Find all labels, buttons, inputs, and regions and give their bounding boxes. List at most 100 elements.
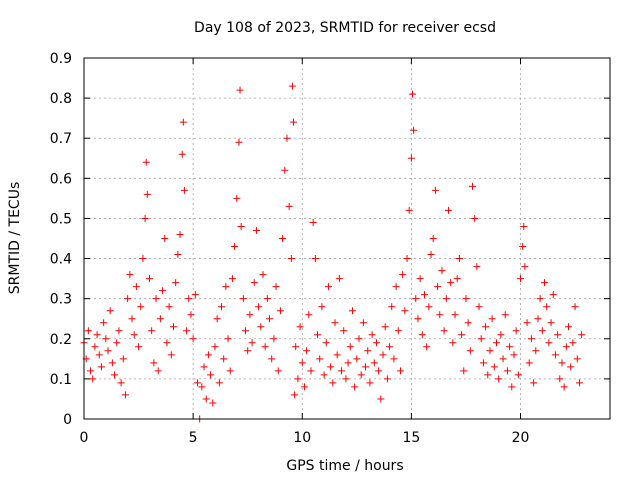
data-point xyxy=(316,355,324,363)
data-point xyxy=(263,295,271,303)
data-point xyxy=(512,327,520,335)
data-point xyxy=(573,355,581,363)
data-point xyxy=(179,118,187,126)
data-point xyxy=(159,287,167,295)
data-point xyxy=(213,315,221,323)
data-point xyxy=(252,226,260,234)
data-point xyxy=(288,82,296,90)
data-point xyxy=(202,395,210,403)
data-point xyxy=(156,315,164,323)
data-point xyxy=(261,343,269,351)
data-point xyxy=(520,222,528,230)
data-point xyxy=(525,359,533,367)
data-point xyxy=(115,327,123,335)
y-tick-label: 0.2 xyxy=(50,332,72,348)
data-point xyxy=(547,319,555,327)
data-point xyxy=(372,339,380,347)
data-point xyxy=(412,295,420,303)
data-point xyxy=(420,291,428,299)
data-point xyxy=(185,295,193,303)
data-point xyxy=(161,235,169,242)
data-point xyxy=(204,351,212,359)
data-point xyxy=(447,279,455,287)
data-point xyxy=(495,375,503,383)
data-point xyxy=(150,359,158,367)
data-point xyxy=(416,275,424,283)
data-point xyxy=(200,363,208,371)
data-point xyxy=(567,363,575,371)
data-point xyxy=(235,138,243,146)
data-point xyxy=(530,379,538,387)
data-point xyxy=(473,263,481,271)
data-point xyxy=(135,343,143,351)
data-point xyxy=(187,311,195,319)
data-point xyxy=(379,351,387,359)
data-point xyxy=(126,271,134,279)
data-point xyxy=(517,275,525,283)
data-point xyxy=(565,323,573,331)
data-point xyxy=(410,126,418,134)
data-point xyxy=(285,202,293,210)
x-axis-label: GPS time / hours xyxy=(286,458,403,474)
data-point xyxy=(346,343,354,351)
data-point xyxy=(111,371,119,379)
y-axis-label: SRMTID / TECUs xyxy=(7,182,23,295)
data-point xyxy=(503,367,511,375)
data-point xyxy=(508,383,516,391)
data-point xyxy=(401,307,409,315)
data-point xyxy=(440,327,448,335)
data-point xyxy=(351,383,359,391)
data-point xyxy=(408,90,416,98)
data-point xyxy=(100,319,108,327)
data-point xyxy=(558,359,566,367)
data-point xyxy=(154,367,162,375)
data-point xyxy=(396,367,404,375)
data-point xyxy=(272,283,280,291)
data-point xyxy=(423,343,431,351)
data-point xyxy=(381,323,389,331)
y-tick-label: 0.4 xyxy=(50,252,72,268)
data-point xyxy=(335,275,343,283)
data-point xyxy=(434,283,442,291)
data-point xyxy=(462,295,470,303)
data-point xyxy=(294,375,302,383)
data-point xyxy=(519,243,527,251)
data-point xyxy=(172,279,180,287)
data-point xyxy=(506,343,514,351)
data-point xyxy=(551,351,559,359)
data-point xyxy=(242,327,250,335)
data-point xyxy=(279,235,287,242)
data-point xyxy=(292,343,300,351)
data-point xyxy=(270,335,278,343)
data-point xyxy=(449,339,457,347)
ticks-layer: 0 0.1 0.2 0.3 0.4 0.5 0.6 0.7 0.8 0.9 0 5 10 15 20 xyxy=(50,51,610,446)
data-point xyxy=(538,327,546,335)
data-point xyxy=(388,303,396,311)
data-point xyxy=(259,271,267,279)
data-point xyxy=(84,327,92,335)
points-layer xyxy=(80,82,586,423)
data-point xyxy=(477,335,485,343)
chart-title: Day 108 of 2023, SRMTID for receiver ecs… xyxy=(194,20,496,36)
data-point xyxy=(331,319,339,327)
data-point xyxy=(403,255,411,263)
y-tick-label: 0.6 xyxy=(50,171,72,187)
data-point xyxy=(394,327,402,335)
data-point xyxy=(226,367,234,375)
data-point xyxy=(207,371,215,379)
data-point xyxy=(108,359,116,367)
data-point xyxy=(560,383,568,391)
data-point xyxy=(233,194,241,202)
y-tick-label: 0.8 xyxy=(50,91,72,107)
data-point xyxy=(248,339,256,347)
data-point xyxy=(390,355,398,363)
data-point xyxy=(499,355,507,363)
data-point xyxy=(320,371,328,379)
data-point xyxy=(386,343,394,351)
data-point xyxy=(460,367,468,375)
data-point xyxy=(318,303,326,311)
data-point xyxy=(569,339,577,347)
data-point xyxy=(444,206,452,214)
data-point xyxy=(174,251,182,259)
